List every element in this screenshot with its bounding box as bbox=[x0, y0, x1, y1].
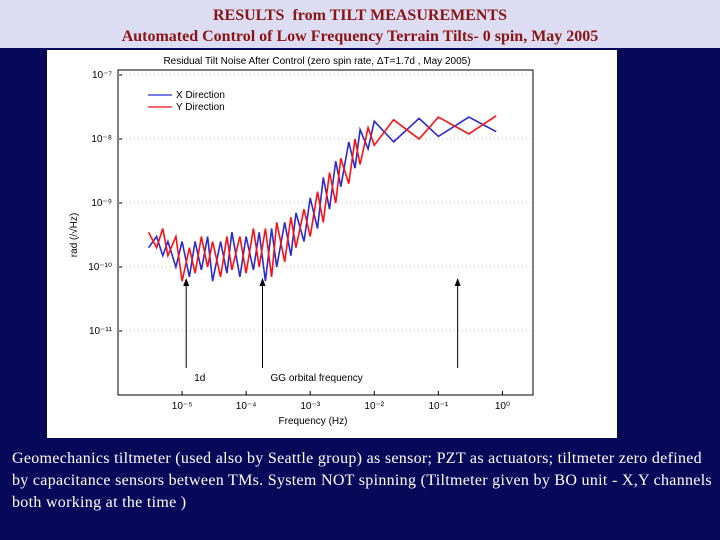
plot-frame bbox=[117, 69, 534, 396]
annotation-label: 1d bbox=[194, 373, 205, 384]
x-tick-label: 10⁻⁴ bbox=[236, 401, 257, 412]
annotation-label: GG orbital frequency bbox=[270, 373, 362, 384]
chart: Residual Tilt Noise After Control (zero … bbox=[47, 50, 617, 438]
subtitle: Automated Control of Low Frequency Terra… bbox=[121, 28, 599, 45]
x-tick-label: 10⁰ bbox=[495, 401, 510, 412]
legend-label: X Direction bbox=[176, 90, 225, 101]
body-text: Geomechanics tiltmeter (used also by Sea… bbox=[12, 450, 712, 511]
chart-title: Residual Tilt Noise After Control (zero … bbox=[163, 56, 470, 67]
y-tick-label: 10⁻¹⁰ bbox=[88, 262, 112, 273]
x-tick-label: 10⁻⁵ bbox=[172, 401, 193, 412]
y-tick-label: 10⁻⁷ bbox=[92, 70, 112, 81]
series-line bbox=[147, 115, 497, 282]
legend-label: Y Direction bbox=[176, 102, 225, 113]
arrow-head bbox=[259, 278, 266, 286]
arrow-head bbox=[454, 278, 461, 286]
y-tick-label: 10⁻¹¹ bbox=[89, 326, 113, 337]
y-tick-label: 10⁻⁸ bbox=[91, 134, 112, 145]
arrow-head bbox=[183, 278, 190, 286]
y-tick-label: 10⁻⁹ bbox=[91, 198, 112, 209]
header: RESULTS from TILT MEASUREMENTS Automated… bbox=[0, 0, 720, 48]
x-tick-label: 10⁻¹ bbox=[428, 401, 448, 412]
series-line bbox=[147, 116, 497, 282]
y-axis-label: rad (/√Hz) bbox=[68, 213, 80, 257]
title: RESULTS from TILT MEASUREMENTS bbox=[212, 7, 508, 24]
x-tick-label: 10⁻³ bbox=[300, 401, 320, 412]
x-tick-label: 10⁻² bbox=[364, 401, 384, 412]
x-axis-label: Frequency (Hz) bbox=[279, 416, 348, 427]
